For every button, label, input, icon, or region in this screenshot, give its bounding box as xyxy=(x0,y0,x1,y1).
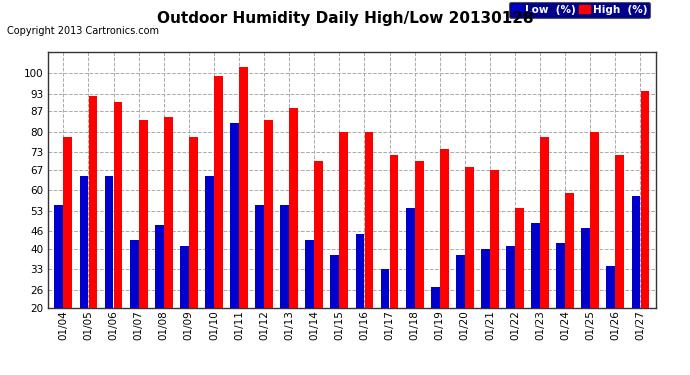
Bar xyxy=(565,193,574,366)
Text: Copyright 2013 Cartronics.com: Copyright 2013 Cartronics.com xyxy=(7,26,159,36)
Bar xyxy=(615,155,624,366)
Bar xyxy=(640,91,649,366)
Bar xyxy=(88,96,97,366)
Bar xyxy=(205,176,214,366)
Bar xyxy=(306,240,314,366)
Bar xyxy=(515,208,524,366)
Bar xyxy=(381,269,389,366)
Bar xyxy=(264,120,273,366)
Bar xyxy=(390,155,398,366)
Bar xyxy=(255,205,264,366)
Bar xyxy=(331,255,339,366)
Bar xyxy=(440,149,449,366)
Bar xyxy=(164,117,172,366)
Bar xyxy=(339,132,348,366)
Bar xyxy=(540,138,549,366)
Bar xyxy=(105,176,113,366)
Bar xyxy=(531,222,540,366)
Bar xyxy=(355,234,364,366)
Bar xyxy=(556,243,565,366)
Bar xyxy=(239,67,248,366)
Bar xyxy=(63,138,72,366)
Bar xyxy=(139,120,148,366)
Bar xyxy=(289,108,298,366)
Bar xyxy=(456,255,464,366)
Bar xyxy=(79,176,88,366)
Bar xyxy=(406,208,415,366)
Bar xyxy=(591,132,599,366)
Bar xyxy=(415,161,424,366)
Text: Outdoor Humidity Daily High/Low 20130128: Outdoor Humidity Daily High/Low 20130128 xyxy=(157,11,533,26)
Legend: Low  (%), High  (%): Low (%), High (%) xyxy=(509,2,650,18)
Bar xyxy=(431,287,440,366)
Bar xyxy=(506,246,515,366)
Bar xyxy=(364,132,373,366)
Bar xyxy=(490,170,499,366)
Bar xyxy=(180,246,188,366)
Bar xyxy=(631,196,640,366)
Bar xyxy=(280,205,289,366)
Bar xyxy=(315,161,323,366)
Bar xyxy=(114,102,122,366)
Bar xyxy=(481,249,490,366)
Bar xyxy=(230,123,239,366)
Bar xyxy=(214,76,223,366)
Bar xyxy=(55,205,63,366)
Bar xyxy=(189,138,198,366)
Bar xyxy=(130,240,139,366)
Bar xyxy=(155,225,164,366)
Bar xyxy=(465,167,474,366)
Bar xyxy=(607,267,615,366)
Bar xyxy=(582,228,590,366)
